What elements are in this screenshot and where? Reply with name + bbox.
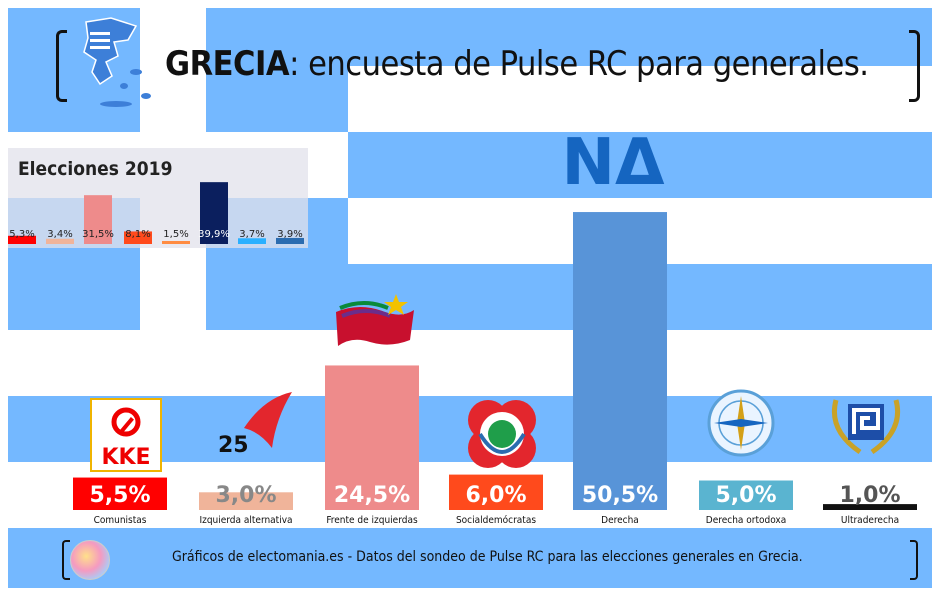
prev-bar-4 xyxy=(162,241,190,244)
prev-value-label-4: 1,5% xyxy=(163,229,188,240)
bar-value-label-1: 3,0% xyxy=(215,483,276,508)
prev-value-label-6: 3,7% xyxy=(239,229,264,240)
category-label-0: Comunistas xyxy=(93,515,147,526)
flag-white-stripe xyxy=(348,66,932,132)
nd-logo: ΝΔ xyxy=(561,126,665,190)
bar-3 xyxy=(449,474,543,510)
bar-value-label-3: 6,0% xyxy=(465,483,526,508)
elliniki-lysi-logo xyxy=(707,389,775,457)
prev-bar-7 xyxy=(276,237,304,244)
previous-election-panel: Elecciones 2019 xyxy=(8,148,308,248)
bar-value-label-0: 5,5% xyxy=(89,483,150,508)
prev-bar-0 xyxy=(8,235,36,244)
prev-bar-1 xyxy=(46,238,74,244)
flag-white-stripe xyxy=(8,330,932,396)
kke-logo-text: KKE xyxy=(101,445,150,470)
bar-value-label-6: 1,0% xyxy=(839,483,900,508)
bar-value-label-4: 50,5% xyxy=(582,483,658,508)
category-label-1: Izquierda alternativa xyxy=(199,515,293,526)
footer-bracket-right xyxy=(910,540,918,580)
prev-value-label-2: 31,5% xyxy=(82,229,114,240)
title-rest: : encuesta de Pulse RC para generales. xyxy=(289,44,869,84)
golden-dawn-logo xyxy=(831,399,901,455)
bar-value-label-2: 24,5% xyxy=(334,483,410,508)
bar-0 xyxy=(73,477,167,510)
footer-bracket-left xyxy=(62,540,70,580)
bar-value-label-5: 5,0% xyxy=(715,483,776,508)
prev-value-label-1: 3,4% xyxy=(47,229,72,240)
title-bracket-left xyxy=(56,30,67,102)
bar-2 xyxy=(325,365,419,510)
electomania-logo xyxy=(70,540,110,580)
mera25-logo-text: 25 xyxy=(218,433,249,458)
bar-4 xyxy=(573,212,667,511)
footer xyxy=(8,528,932,588)
previous-election-title: Elecciones 2019 xyxy=(18,158,173,180)
prev-value-label-0: 5,3% xyxy=(9,229,34,240)
nd-logo-text: ΝΔ xyxy=(561,126,665,190)
prev-bar-2 xyxy=(84,195,112,244)
bar-1 xyxy=(199,492,293,510)
prev-bar-5 xyxy=(200,182,228,244)
bar-5 xyxy=(699,480,793,510)
footer-text: Gráficos de electomania.es - Datos del s… xyxy=(172,549,803,565)
title-country: GRECIA xyxy=(165,44,290,84)
prev-value-label-3: 8,1% xyxy=(125,229,150,240)
bar-6 xyxy=(823,504,917,510)
category-label-2: Frente de izquierdas xyxy=(326,515,418,526)
mera25-logo: 25 xyxy=(218,392,292,458)
kke-logo: KKE xyxy=(90,398,162,472)
title-bracket-right xyxy=(909,30,920,102)
kinal-logo xyxy=(468,400,536,468)
syriza-logo xyxy=(336,294,414,346)
greece-map-icon xyxy=(83,17,151,107)
prev-value-label-7: 3,9% xyxy=(277,229,302,240)
prev-bar-6 xyxy=(238,238,266,244)
page-title: GRECIA: encuesta de Pulse RC para genera… xyxy=(165,44,869,84)
category-label-3: Socialdemócratas xyxy=(455,515,537,526)
prev-bar-3 xyxy=(124,231,152,244)
category-label-6: Ultraderecha xyxy=(840,515,900,526)
prev-value-label-5: 39,9% xyxy=(198,229,230,240)
category-label-5: Derecha ortodoxa xyxy=(705,515,787,526)
category-label-4: Derecha xyxy=(601,515,639,526)
